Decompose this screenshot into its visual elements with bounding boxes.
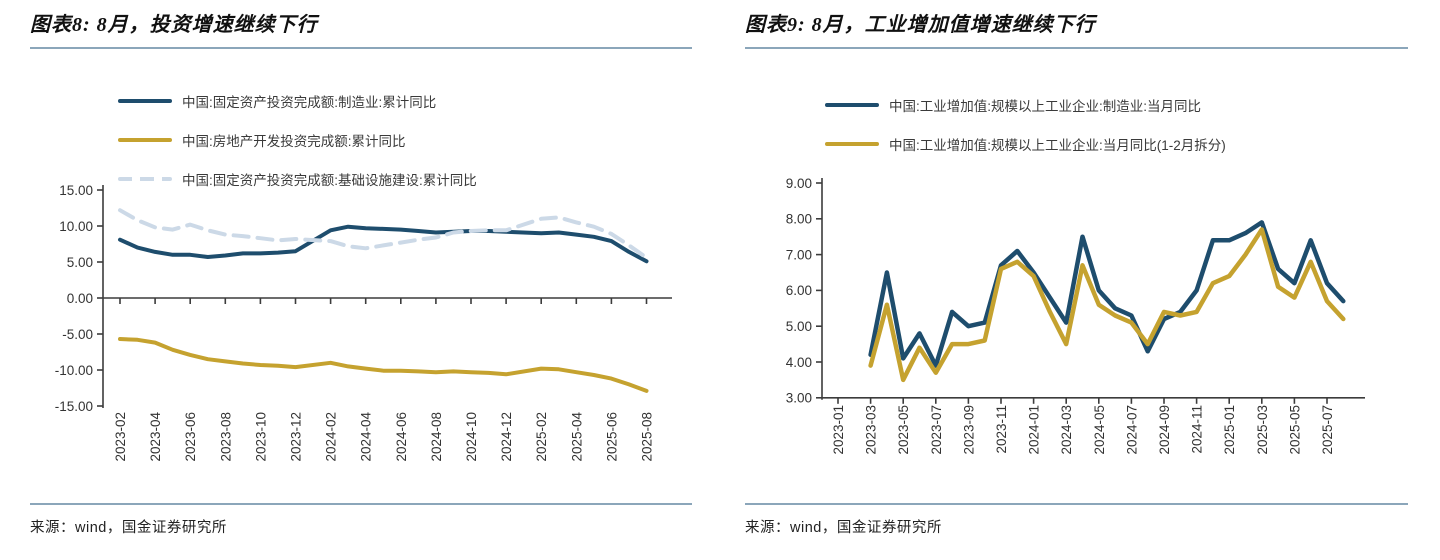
legend-item: 中国:工业增加值:规模以上工业企业:当月同比(1-2月拆分) bbox=[825, 131, 1226, 157]
y-axis-tick-label: 10.00 bbox=[59, 219, 93, 234]
chart-canvas: 15.00 10.00 5.00 0.00 -5.00 -10.00 -15.00 2023-… bbox=[55, 183, 672, 462]
x-axis-tick-label: 2023-03 bbox=[864, 405, 879, 455]
x-axis-tick-label: 2024-12 bbox=[499, 412, 514, 462]
x-axis-tick-label: 2025-05 bbox=[1287, 405, 1302, 455]
x-axis-tick-label: 2023-10 bbox=[253, 412, 268, 462]
x-axis-tick-label: 2025-06 bbox=[604, 412, 619, 462]
legend-investment: 中国:固定资产投资完成额:制造业:累计同比 中国:房地产开发投资完成额:累计同比中… bbox=[118, 88, 477, 192]
series-line-1 bbox=[868, 227, 1346, 383]
x-axis-tick-label: 2024-03 bbox=[1059, 405, 1074, 455]
x-axis-tick-label: 2025-02 bbox=[534, 412, 549, 462]
x-axis-tick-label: 2023-07 bbox=[929, 405, 944, 455]
legend-item: 中国:固定资产投资完成额:基础设施建设:累计同比 bbox=[118, 166, 477, 192]
x-axis-tick-label: 2025-03 bbox=[1255, 405, 1270, 455]
title-underline bbox=[745, 47, 1408, 49]
legend-item: 中国:房地产开发投资完成额:累计同比 bbox=[118, 127, 477, 153]
source-note: 来源：wind，国金证券研究所 bbox=[30, 520, 227, 536]
legend-label: 中国:工业增加值:规模以上工业企业:当月同比(1-2月拆分) bbox=[889, 138, 1226, 153]
series-line-0 bbox=[118, 224, 649, 264]
x-axis-tick-label: 2024-06 bbox=[394, 412, 409, 462]
y-axis-tick-label: 5.00 bbox=[67, 255, 93, 270]
series-line-2 bbox=[118, 208, 649, 260]
line-chart-industrial-output: 9.00 8.00 7.00 6.00 5.00 4.00 3.00 2023-01 2023-… bbox=[745, 176, 1435, 513]
y-axis-tick-label: 4.00 bbox=[786, 355, 812, 370]
legend-label: 中国:工业增加值:规模以上工业企业:制造业:当月同比 bbox=[889, 99, 1202, 114]
x-axis-tick-label: 2024-07 bbox=[1124, 405, 1139, 455]
y-axis-tick-label: 7.00 bbox=[786, 247, 812, 262]
x-axis-tick-label: 2025-07 bbox=[1320, 405, 1335, 455]
x-axis-tick-label: 2024-04 bbox=[359, 412, 374, 462]
legend-line-sample bbox=[118, 138, 172, 142]
x-axis-tick-label: 2025-08 bbox=[640, 412, 655, 462]
legend-label: 中国:固定资产投资完成额:制造业:累计同比 bbox=[182, 95, 437, 110]
legend-item: 中国:固定资产投资完成额:制造业:累计同比 bbox=[118, 88, 477, 114]
series-line-1 bbox=[118, 337, 649, 393]
footer-divider bbox=[745, 503, 1408, 505]
x-axis-tick-label: 2024-01 bbox=[1027, 405, 1042, 455]
y-axis-tick-label: -5.00 bbox=[62, 327, 93, 342]
y-axis-tick-label: 5.00 bbox=[786, 319, 812, 334]
y-axis-tick-label: 15.00 bbox=[59, 183, 93, 198]
x-axis-tick-label: 2023-09 bbox=[961, 405, 976, 455]
x-axis-tick-label: 2023-06 bbox=[183, 412, 198, 462]
x-axis-tick-label: 2024-08 bbox=[429, 412, 444, 462]
x-axis-tick-label: 2025-01 bbox=[1222, 405, 1237, 455]
y-axis-tick-label: 0.00 bbox=[67, 291, 93, 306]
x-axis-tick-label: 2024-09 bbox=[1157, 405, 1172, 455]
y-axis-tick-label: -15.00 bbox=[55, 399, 93, 414]
y-axis-tick-label: 6.00 bbox=[786, 283, 812, 298]
x-axis-tick-label: 2023-05 bbox=[896, 405, 911, 455]
footer-divider bbox=[30, 503, 692, 505]
chart-panel-investment: 图表8: 8月，投资增速继续下行 中国:固定资产投资完成额:制造业:累计同比 中国… bbox=[28, 14, 718, 536]
y-axis-tick-label: 3.00 bbox=[786, 391, 812, 406]
legend-line-sample bbox=[118, 177, 172, 181]
y-axis-tick-label: 9.00 bbox=[786, 178, 812, 191]
chart-panel-industrial-output: 图表9: 8月，工业增加值增速继续下行 中国:工业增加值:规模以上工业企业:制造… bbox=[720, 0, 1440, 560]
chart-canvas: 9.00 8.00 7.00 6.00 5.00 4.00 3.00 2023-01 2023-… bbox=[786, 176, 1365, 455]
chart-title-industrial-output: 图表9: 8月，工业增加值增速继续下行 bbox=[745, 14, 1096, 36]
legend-item: 中国:工业增加值:规模以上工业企业:制造业:当月同比 bbox=[825, 92, 1226, 118]
legend-line-sample bbox=[825, 103, 879, 107]
x-axis-tick-label: 2023-02 bbox=[113, 412, 128, 462]
x-axis-tick-label: 2023-12 bbox=[289, 412, 304, 462]
x-axis-tick-label: 2023-11 bbox=[994, 405, 1009, 454]
legend-line-sample bbox=[825, 142, 879, 146]
chart-title-investment: 图表8: 8月，投资增速继续下行 bbox=[30, 14, 318, 36]
y-axis-tick-label: -10.00 bbox=[55, 363, 93, 378]
legend-line-sample bbox=[118, 99, 172, 103]
x-axis-tick-label: 2024-05 bbox=[1092, 405, 1107, 455]
x-axis-tick-label: 2023-04 bbox=[148, 412, 163, 462]
source-note: 来源：wind，国金证券研究所 bbox=[745, 520, 942, 536]
x-axis-tick-label: 2023-01 bbox=[831, 405, 846, 455]
x-axis-tick-label: 2024-10 bbox=[464, 412, 479, 462]
x-axis-tick-label: 2024-02 bbox=[324, 412, 339, 462]
title-underline bbox=[30, 47, 692, 49]
series-line-0 bbox=[868, 220, 1346, 368]
legend-label: 中国:固定资产投资完成额:基础设施建设:累计同比 bbox=[182, 173, 477, 188]
legend-label: 中国:房地产开发投资完成额:累计同比 bbox=[182, 134, 406, 149]
y-axis-tick-label: 8.00 bbox=[786, 212, 812, 227]
x-axis-tick-label: 2024-11 bbox=[1190, 405, 1205, 454]
legend-industrial-output: 中国:工业增加值:规模以上工业企业:制造业:当月同比中国:工业增加值:规模以上工… bbox=[825, 92, 1226, 157]
line-chart-investment: 15.00 10.00 5.00 0.00 -5.00 -10.00 -15.00 2023-… bbox=[28, 178, 718, 513]
x-axis-tick-label: 2023-08 bbox=[218, 412, 233, 462]
x-axis-tick-label: 2025-04 bbox=[569, 412, 584, 462]
